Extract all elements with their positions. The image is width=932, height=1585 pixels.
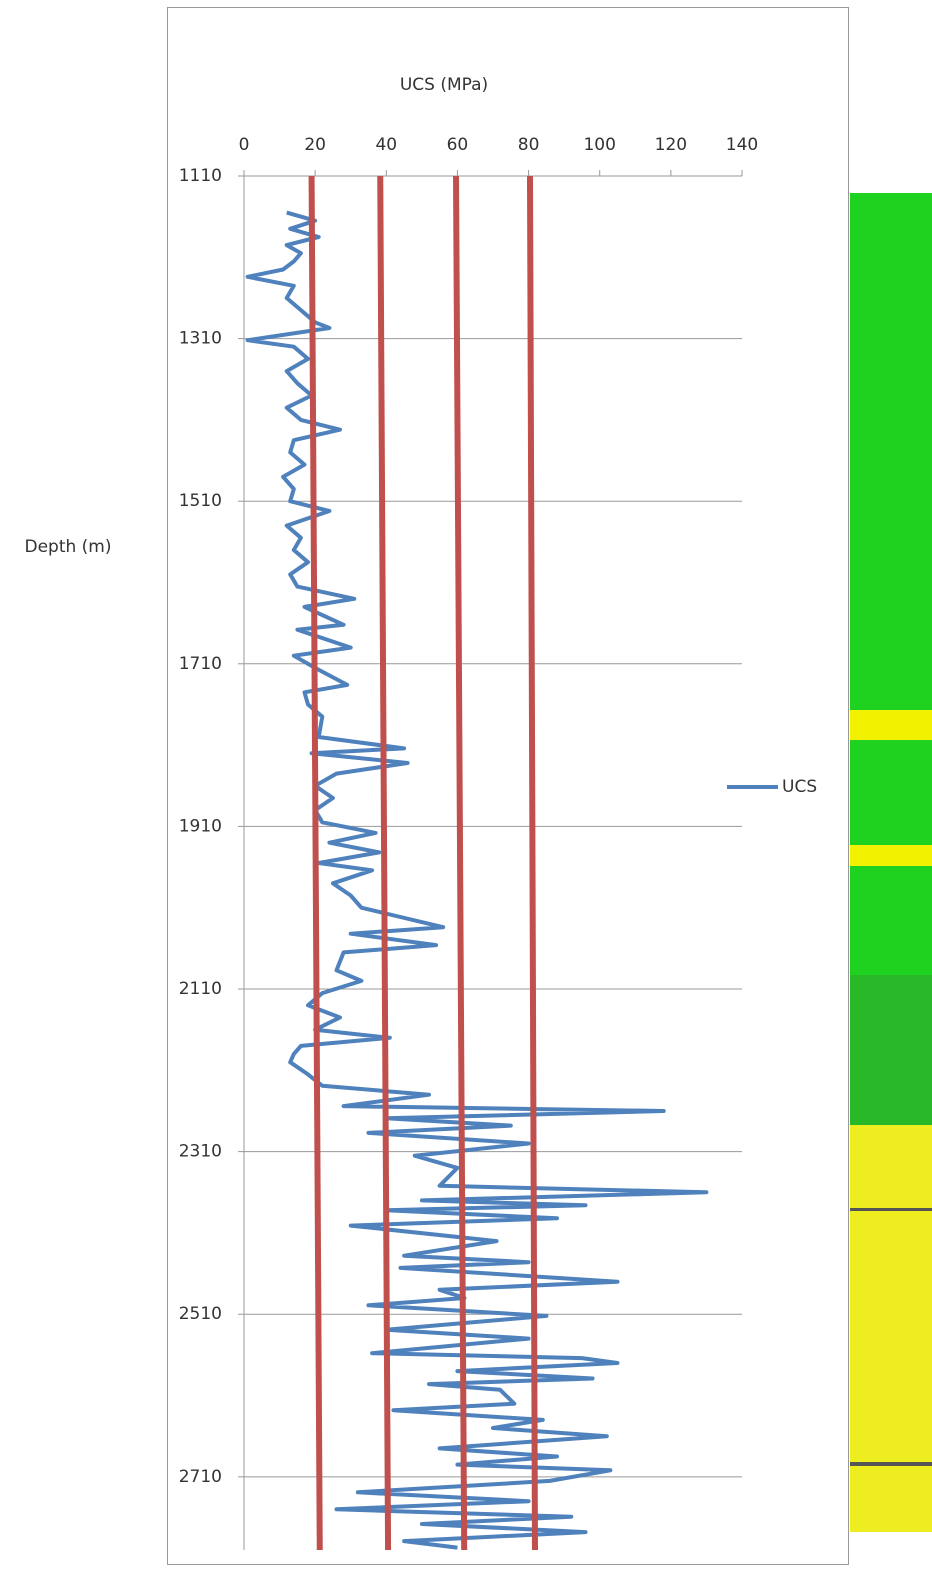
x-tick-label: 60 bbox=[447, 135, 469, 155]
litho-green bbox=[850, 193, 932, 710]
litho-darkgreen bbox=[850, 975, 932, 1125]
x-tick-label: 140 bbox=[726, 135, 758, 155]
y-tick-label: 1110 bbox=[179, 166, 222, 186]
lithology-column bbox=[850, 193, 932, 1532]
x-tick-label: 120 bbox=[655, 135, 687, 155]
x-tick-label: 20 bbox=[304, 135, 326, 155]
y-tick-label: 1910 bbox=[179, 816, 222, 836]
legend-label: UCS bbox=[782, 777, 817, 797]
y-tick-label: 1510 bbox=[179, 491, 222, 511]
litho-yellow bbox=[850, 845, 932, 866]
y-tick-label: 2110 bbox=[179, 979, 222, 999]
chart: UCS (MPa) Depth (m) 1110 1310 1510 1710 1910… bbox=[0, 0, 932, 1581]
y-tick-label: 2710 bbox=[179, 1467, 222, 1487]
litho-band bbox=[850, 1208, 932, 1211]
litho-green bbox=[850, 740, 932, 845]
litho-band bbox=[850, 1462, 932, 1466]
y-tick-label: 2310 bbox=[179, 1142, 222, 1162]
y-tick-label: 1710 bbox=[179, 654, 222, 674]
y-tick-label: 1310 bbox=[179, 329, 222, 349]
page: UCS (MPa) Depth (m) 1110 1310 1510 1710 1910… bbox=[0, 0, 932, 1585]
x-tick-label: 80 bbox=[518, 135, 540, 155]
chart-title: UCS (MPa) bbox=[400, 75, 488, 95]
x-tick-label: 100 bbox=[583, 135, 615, 155]
x-tick-label: 0 bbox=[239, 135, 250, 155]
x-tick-label: 40 bbox=[375, 135, 397, 155]
y-axis-label: Depth (m) bbox=[24, 537, 111, 557]
y-tick-label: 2510 bbox=[179, 1304, 222, 1324]
litho-green bbox=[850, 866, 932, 975]
litho-yellow bbox=[850, 1125, 932, 1532]
litho-yellow bbox=[850, 710, 932, 740]
